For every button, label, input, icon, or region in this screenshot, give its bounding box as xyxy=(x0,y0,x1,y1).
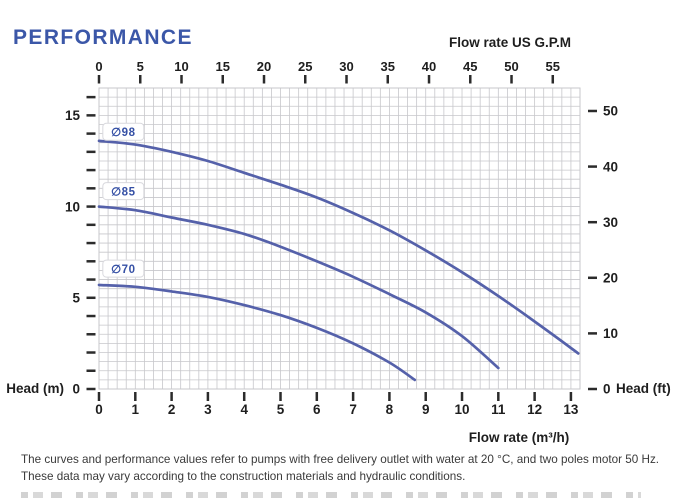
gpm-tick-label: 55 xyxy=(546,59,560,74)
footnote: The curves and performance values refer … xyxy=(21,451,666,485)
ft-tick-label: 20 xyxy=(603,270,618,285)
ft-tick-label: 0 xyxy=(603,382,611,397)
x-tick-label: 12 xyxy=(527,402,542,417)
plot-border xyxy=(98,87,581,390)
bottom-axis-label: Flow rate (m³/h) xyxy=(469,430,570,445)
x-tick-label: 0 xyxy=(95,402,103,417)
x-tick-label: 4 xyxy=(240,402,248,417)
x-tick-label: 9 xyxy=(422,402,430,417)
page-title: PERFORMANCE xyxy=(13,26,193,49)
y-tick-label: 15 xyxy=(65,108,81,123)
ft-tick-label: 50 xyxy=(603,104,618,119)
x-tick-label: 8 xyxy=(386,402,394,417)
x-tick-label: 2 xyxy=(168,402,176,417)
y-tick-label: 0 xyxy=(72,382,80,397)
left-axis-label: Head (m) xyxy=(6,381,64,396)
series-label-pill xyxy=(102,122,145,141)
gpm-tick-label: 40 xyxy=(422,59,436,74)
gpm-tick-label: 30 xyxy=(339,59,353,74)
x-tick-label: 10 xyxy=(455,402,470,417)
series-label-impeller-85: ∅85 xyxy=(111,186,135,198)
curve-impeller-85 xyxy=(97,205,500,370)
series-label-pill xyxy=(102,182,145,201)
x-tick-label: 5 xyxy=(277,402,285,417)
x-tick-label: 6 xyxy=(313,402,321,417)
gpm-tick-label: 20 xyxy=(257,59,271,74)
gpm-tick-label: 0 xyxy=(95,59,102,74)
gpm-tick-label: 45 xyxy=(463,59,477,74)
gpm-tick-label: 15 xyxy=(216,59,230,74)
ft-tick-label: 40 xyxy=(603,159,618,174)
top-axis-label: Flow rate US G.P.M xyxy=(449,35,571,50)
ft-tick-label: 30 xyxy=(603,215,618,230)
gpm-tick-label: 10 xyxy=(174,59,188,74)
series-label-pill xyxy=(102,259,145,278)
x-tick-label: 13 xyxy=(563,402,579,417)
curve-impeller-70 xyxy=(97,283,417,382)
x-tick-label: 7 xyxy=(349,402,357,417)
ft-tick-label: 10 xyxy=(603,326,618,341)
x-tick-label: 1 xyxy=(132,402,140,417)
footnote-line-1: The curves and performance values refer … xyxy=(21,453,660,466)
gpm-tick-label: 5 xyxy=(137,59,144,74)
footnote-line-2: These data may vary according to the con… xyxy=(21,470,466,483)
gpm-tick-label: 35 xyxy=(381,59,395,74)
gpm-tick-label: 25 xyxy=(298,59,312,74)
y-tick-label: 5 xyxy=(72,290,80,305)
series-label-impeller-98: ∅98 xyxy=(111,127,135,139)
series-label-impeller-70: ∅70 xyxy=(111,264,135,276)
gpm-tick-label: 50 xyxy=(504,59,518,74)
x-tick-label: 11 xyxy=(491,402,506,417)
cropped-text-artifact xyxy=(21,492,641,498)
curve-impeller-98 xyxy=(97,139,580,355)
x-tick-label: 3 xyxy=(204,402,212,417)
y-tick-label: 10 xyxy=(65,199,80,214)
right-axis-label: Head (ft) xyxy=(616,381,671,396)
